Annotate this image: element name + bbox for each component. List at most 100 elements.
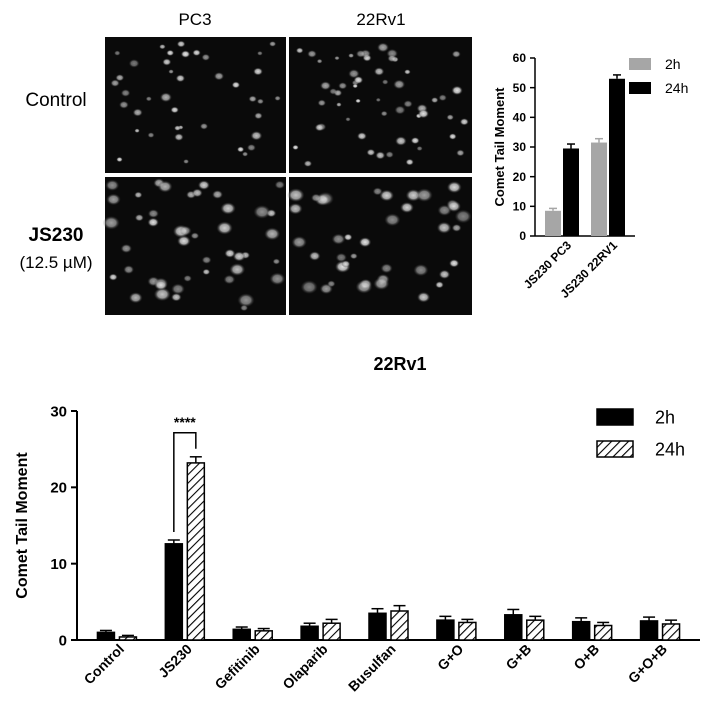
cell-blob: [446, 200, 461, 212]
bar-2h-Gefitinib: [232, 628, 251, 641]
cell-blob: [108, 273, 118, 281]
cell-blob: [385, 151, 394, 159]
cell-blob: [170, 106, 179, 114]
legend-label-24h: 24h: [665, 80, 688, 96]
cell-blob: [405, 158, 414, 166]
cell-blob: [223, 274, 236, 285]
micrograph-pc3-control: [105, 37, 286, 173]
cell-blob: [246, 144, 256, 152]
cell-blob: [202, 268, 211, 275]
cell-blob: [456, 149, 465, 157]
cell-blob: [191, 188, 203, 198]
cell-blob: [316, 191, 334, 206]
bar-2h-JS230 22RV1: [591, 142, 607, 236]
cell-blob: [308, 251, 321, 261]
cell-blob: [341, 260, 351, 268]
chart-title: 22Rv1: [373, 354, 426, 374]
micrograph-pc3-js230: [105, 177, 286, 315]
cell-blob: [394, 105, 406, 115]
bar-24h-Busulfan: [390, 610, 409, 641]
cell-blob: [183, 275, 192, 282]
cell-blob: [451, 85, 463, 95]
cell-blob: [381, 79, 389, 85]
bar-24h-JS230: [186, 462, 206, 641]
cell-blob: [379, 189, 395, 202]
cell-blob: [295, 47, 304, 54]
cell-blob: [357, 132, 367, 141]
y-tick-label: 20: [50, 480, 67, 497]
cell-blob: [157, 180, 173, 193]
cell-blob: [380, 263, 393, 274]
cell-blob: [237, 293, 255, 308]
cell-blob: [147, 217, 159, 227]
cell-blob: [435, 281, 444, 289]
bar-2h-Olaparib: [300, 625, 319, 641]
bar-2h-G+O+B: [639, 620, 659, 641]
x-tick-label: O+B: [570, 641, 602, 673]
cell-blob: [105, 179, 120, 191]
cell-blob: [272, 258, 281, 265]
bar-2h-G+O: [436, 619, 455, 641]
cell-blob: [212, 190, 223, 199]
cell-blob: [451, 50, 461, 58]
cell-blob: [190, 232, 200, 240]
cell-blob: [147, 132, 155, 138]
cell-blob: [348, 69, 360, 79]
cell-blob: [415, 188, 433, 202]
y-tick-label: 40: [513, 111, 527, 125]
cell-blob: [213, 72, 225, 81]
bar-24h-G+O: [458, 621, 477, 641]
cell-blob: [237, 146, 245, 153]
cell-blob: [177, 235, 191, 247]
bar-24h-G+O+B: [661, 623, 681, 641]
cell-blob: [377, 42, 389, 53]
cell-blob: [240, 304, 249, 312]
x-tick-label: Gefitinib: [211, 641, 262, 692]
cell-blob: [349, 253, 358, 260]
cell-blob: [454, 209, 472, 224]
cell-blob: [168, 69, 174, 74]
cell-blob: [436, 221, 452, 234]
y-tick-label: 30: [513, 140, 527, 154]
cell-blob: [242, 151, 249, 157]
bar-2h-JS230 PC3: [545, 210, 561, 236]
cell-blob: [291, 236, 307, 249]
legend-label-2h: 2h: [655, 407, 675, 427]
cell-blob: [134, 191, 143, 199]
cell-blob: [145, 96, 152, 102]
cell-blob: [269, 272, 286, 286]
cell-blob: [153, 287, 171, 302]
cell-blob: [134, 214, 144, 222]
cell-blob: [380, 110, 388, 117]
y-tick-label: 50: [513, 81, 527, 95]
cell-blob: [166, 49, 175, 57]
cell-blob: [393, 79, 406, 90]
cell-blob: [303, 160, 313, 167]
cell-blob: [231, 81, 241, 89]
x-tick-label: G+O: [434, 641, 467, 674]
cell-blob: [199, 123, 209, 130]
x-tick-label: Busulfan: [345, 641, 399, 695]
cell-blob: [120, 89, 131, 97]
cell-blob: [292, 144, 299, 150]
bar-24h-Gefitinib: [254, 630, 273, 641]
y-tick-label: 10: [513, 200, 527, 214]
cell-blob: [416, 146, 423, 151]
cell-blob: [180, 50, 191, 58]
cell-blob: [348, 53, 355, 58]
y-axis-label: Comet Tail Moment: [492, 87, 507, 207]
cell-blob: [335, 252, 347, 263]
cell-blob: [110, 79, 120, 87]
cell-blob: [159, 92, 172, 103]
cell-blob: [446, 181, 462, 194]
cell-blob: [287, 188, 305, 203]
cell-blob: [175, 74, 186, 83]
cell-blob: [179, 225, 192, 236]
micrograph-panel: [102, 37, 472, 315]
y-tick-label: 0: [519, 229, 526, 243]
bar-24h-Olaparib: [322, 622, 341, 641]
bar-24h-O+B: [593, 624, 613, 641]
cell-blob: [128, 59, 140, 68]
y-tick-label: 10: [50, 556, 67, 573]
